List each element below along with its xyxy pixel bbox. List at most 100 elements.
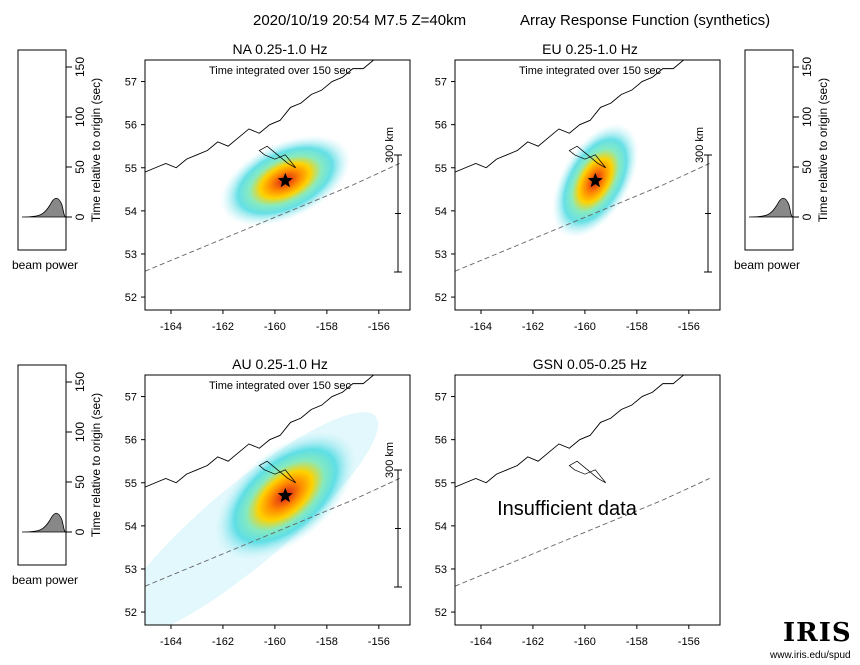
lat-tick-label: 52	[435, 607, 447, 619]
islands	[568, 460, 606, 484]
islands	[258, 460, 296, 484]
lat-tick-label: 56	[435, 120, 447, 132]
trench-line	[145, 163, 400, 272]
panel-label: GSN 0.05-0.25 Hz	[533, 356, 647, 372]
lon-tick-label: -162	[212, 321, 234, 333]
lat-tick-label: 53	[125, 564, 137, 576]
map-panel-eu: EU 0.25-1.0 Hz Time integrated over 150 s…	[435, 41, 721, 333]
lat-tick-label: 53	[125, 249, 137, 261]
beam-caption: beam power	[12, 258, 78, 272]
lat-tick-label: 57	[435, 77, 447, 89]
beam-tick-label: 100	[800, 107, 814, 127]
coastline	[455, 375, 684, 488]
lat-tick-label: 52	[125, 292, 137, 304]
map-frame	[454, 374, 721, 626]
lon-tick-label: -164	[470, 321, 492, 333]
lat-tick-label: 52	[435, 292, 447, 304]
beam-tick-label: 0	[73, 213, 87, 220]
lon-tick-label: -158	[316, 636, 338, 648]
lat-tick-label: 57	[125, 77, 137, 89]
panel-label: AU 0.25-1.0 Hz	[232, 356, 328, 372]
epicenter-star	[277, 172, 293, 188]
beam-box	[17, 49, 67, 251]
lat-tick-label: 56	[435, 435, 447, 447]
beam-trace	[21, 197, 67, 218]
coastline	[145, 60, 374, 173]
figure-title: Array Response Function (synthetics)	[520, 12, 771, 29]
epicenter-star	[587, 172, 603, 188]
trench-line	[455, 163, 710, 272]
beam-ylabel: Time relative to origin (sec)	[816, 78, 830, 222]
lon-tick-label: -156	[678, 321, 700, 333]
lat-tick-label: 53	[435, 249, 447, 261]
lat-tick-label: 57	[125, 392, 137, 404]
lat-tick-label: 54	[125, 521, 137, 533]
scale-label: 300 km	[384, 442, 396, 478]
time-note: Time integrated over 150 sec	[519, 65, 662, 77]
lon-tick-label: -156	[368, 321, 390, 333]
beam-tick-label: 50	[73, 160, 87, 174]
lon-tick-label: -160	[574, 636, 596, 648]
lat-tick-label: 54	[435, 521, 447, 533]
trench-line	[145, 478, 400, 587]
beam-tick-label: 100	[73, 107, 87, 127]
no-data-message: Insufficient data	[497, 498, 638, 520]
beam-tick-label: 150	[73, 57, 87, 77]
epicenter-star	[277, 487, 293, 503]
beam-ylabel: Time relative to origin (sec)	[89, 393, 103, 537]
beam-tick-label: 0	[800, 213, 814, 220]
map-frame	[144, 374, 411, 626]
lon-tick-label: -160	[574, 321, 596, 333]
lon-tick-label: -160	[264, 321, 286, 333]
lat-tick-label: 52	[125, 607, 137, 619]
lat-tick-label: 56	[125, 435, 137, 447]
time-note: Time integrated over 150 sec	[209, 65, 352, 77]
scale-label: 300 km	[384, 127, 396, 163]
lon-tick-label: -162	[212, 636, 234, 648]
beam-tick-label: 150	[800, 57, 814, 77]
time-note: Time integrated over 150 sec	[209, 380, 352, 392]
lon-tick-label: -158	[626, 321, 648, 333]
lon-tick-label: -158	[316, 321, 338, 333]
lon-tick-label: -160	[264, 636, 286, 648]
lon-tick-label: -164	[160, 636, 182, 648]
map-frame	[144, 59, 411, 311]
panel-label: NA 0.25-1.0 Hz	[233, 41, 328, 57]
lat-tick-label: 54	[435, 206, 447, 218]
beam-tick-label: 100	[73, 422, 87, 442]
beam-caption: beam power	[12, 573, 78, 587]
beam-trace	[748, 197, 794, 218]
beam-caption: beam power	[734, 258, 800, 272]
coastline	[145, 375, 374, 488]
lat-tick-label: 57	[435, 392, 447, 404]
lon-tick-label: -164	[160, 321, 182, 333]
lon-tick-label: -164	[470, 636, 492, 648]
scale-label: 300 km	[694, 127, 706, 163]
lon-tick-label: -156	[678, 636, 700, 648]
lat-tick-label: 55	[125, 163, 137, 175]
lat-tick-label: 53	[435, 564, 447, 576]
iris-logo: IRIS	[783, 618, 852, 648]
beam-ylabel: Time relative to origin (sec)	[89, 78, 103, 222]
lat-tick-label: 55	[125, 478, 137, 490]
lat-tick-label: 55	[435, 163, 447, 175]
lon-tick-label: -156	[368, 636, 390, 648]
beam-tick-label: 150	[73, 372, 87, 392]
map-panel-na: NA 0.25-1.0 Hz Time integrated over 150 s…	[125, 41, 411, 333]
event-header: 2020/10/19 20:54 M7.5 Z=40km	[253, 12, 467, 29]
map-frame	[454, 59, 721, 311]
beam-tick-label: 50	[800, 160, 814, 174]
islands	[258, 145, 296, 169]
lon-tick-label: -162	[522, 636, 544, 648]
lon-tick-label: -162	[522, 321, 544, 333]
panel-label: EU 0.25-1.0 Hz	[542, 41, 638, 57]
lat-tick-label: 56	[125, 120, 137, 132]
lon-tick-label: -158	[626, 636, 648, 648]
map-panel-au: AU 0.25-1.0 Hz Time integrated over 150 s…	[125, 356, 411, 648]
iris-url: www.iris.edu/spud	[770, 650, 851, 661]
lat-tick-label: 54	[125, 206, 137, 218]
islands	[568, 145, 606, 169]
lat-tick-label: 55	[435, 478, 447, 490]
